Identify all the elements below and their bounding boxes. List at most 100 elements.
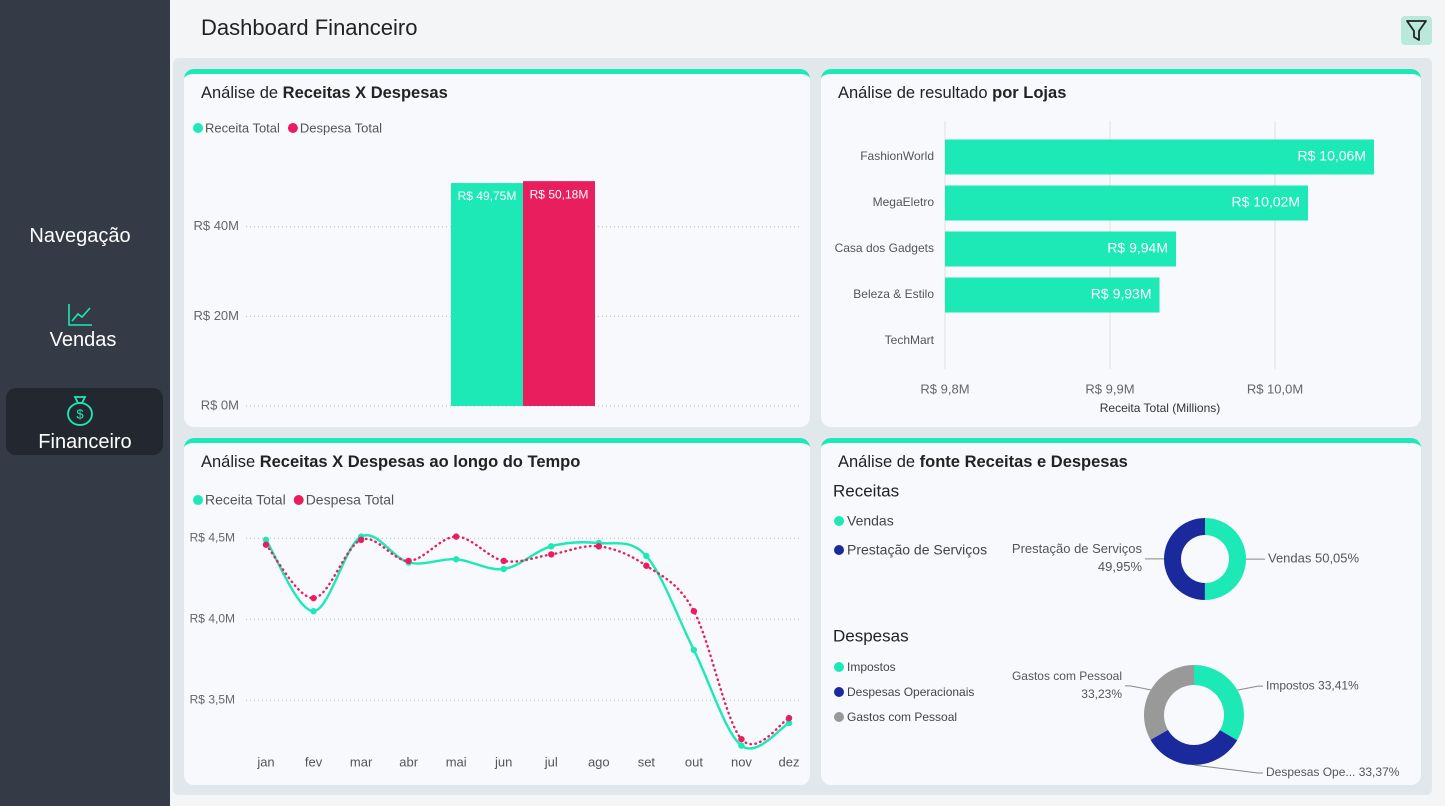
- point: [643, 552, 650, 560]
- point: [738, 742, 745, 749]
- chart: Receitas Vendas Prestação de Serviços Venda…: [833, 481, 1400, 779]
- y-tick-label: R$ 40M: [193, 218, 239, 233]
- legend-marker: [834, 687, 844, 697]
- legend-label: Vendas: [847, 513, 894, 529]
- title-emphasis: Receitas X Despesas: [282, 84, 448, 102]
- filter-icon: [1406, 20, 1427, 41]
- panel: Análise de resultado por Lojas R$ 9,8M R$…: [821, 69, 1421, 427]
- y-tick-label: R$ 4,0M: [190, 611, 235, 625]
- bar: [523, 181, 595, 406]
- title-emphasis: Receitas X Despesas ao longo do Tempo: [259, 453, 581, 471]
- title-emphasis: por Lojas: [992, 84, 1067, 102]
- legend-label: Receita Total: [205, 492, 286, 508]
- nav-item[interactable]: Financeiro: [38, 431, 132, 453]
- donut-slice: [1164, 518, 1205, 600]
- title: Análise: [201, 453, 256, 471]
- x-tick-label: dez: [779, 754, 800, 769]
- point: [262, 541, 270, 548]
- y-tick-label: R$ 3,5M: [190, 692, 235, 706]
- legend-label: Prestação de Serviços: [847, 542, 987, 558]
- point: [690, 607, 698, 615]
- legend-label: Impostos: [847, 660, 896, 674]
- legend-marker: [287, 123, 298, 133]
- subtitle: Receitas: [833, 481, 899, 500]
- x-tick-label: jun: [494, 754, 512, 769]
- title: Análise de resultado: [838, 84, 988, 102]
- panel-title: Análise de resultado por Lojas: [838, 84, 1066, 103]
- x-tick-label: R$ 9,8M: [920, 381, 969, 396]
- x-tick-label: out: [685, 754, 703, 769]
- donut-slice: [1144, 665, 1194, 740]
- x-tick-label: ago: [588, 754, 610, 769]
- x-tick-label: abr: [399, 754, 418, 769]
- nav-title: Navegação: [29, 225, 131, 247]
- leader-line: [1237, 685, 1263, 691]
- finance-icon: $: [67, 396, 93, 426]
- point: [738, 735, 745, 743]
- panel-title: Análise de fonte Receitas e Despesas: [838, 453, 1128, 472]
- y-tick-label: R$ 0M: [201, 397, 239, 412]
- bar: [451, 183, 523, 406]
- y-tick-label: Casa dos Gadgets: [835, 241, 934, 255]
- chart: R$ 3,5M R$ 4,0M R$ 4,5M jan fev mar abr mai jun j…: [190, 492, 800, 769]
- point: [405, 557, 412, 565]
- legend-marker: [193, 123, 203, 133]
- y-tick-label: Beleza & Estilo: [853, 287, 934, 301]
- point: [310, 594, 317, 602]
- filter-button[interactable]: [1401, 16, 1432, 45]
- x-tick-label: nov: [731, 754, 752, 769]
- line: [264, 534, 791, 750]
- point: [595, 543, 603, 550]
- data-label: Prestação de Serviços 49,95%: [1012, 541, 1143, 574]
- value-label: R$ 9,94M: [1107, 240, 1168, 256]
- legend-marker: [834, 712, 844, 722]
- data-label: Gastos com Pessoal 33,23%: [1012, 669, 1122, 701]
- value-label: R$ 10,06M: [1298, 148, 1366, 164]
- value-label: R$ 49,75M: [458, 189, 517, 203]
- x-tick-label: mar: [350, 754, 373, 769]
- point: [690, 646, 698, 654]
- legend-marker: [834, 545, 844, 555]
- title: Análise de: [201, 84, 279, 102]
- nav-item[interactable]: Vendas: [49, 329, 117, 351]
- legend-marker: [834, 662, 844, 672]
- value-label: R$ 50,18M: [530, 187, 589, 201]
- point: [262, 536, 270, 544]
- y-tick-label: FashionWorld: [860, 149, 934, 163]
- legend-marker: [834, 516, 844, 526]
- point: [310, 607, 317, 615]
- point: [643, 562, 650, 569]
- bar: [945, 277, 1160, 313]
- chart: R$ 9,8M R$ 9,9M R$ 10,0M Receita Total (Mil…: [835, 121, 1374, 415]
- legend-marker: [293, 495, 304, 505]
- page-title: Dashboard Financeiro: [201, 15, 418, 40]
- panel-title: Análise de Receitas X Despesas: [201, 84, 448, 103]
- point: [357, 536, 365, 544]
- sales-icon: [68, 304, 92, 326]
- svg-text:$: $: [76, 406, 84, 421]
- x-tick-label: fev: [305, 754, 323, 769]
- value-label: R$ 10,02M: [1232, 194, 1300, 210]
- point: [548, 551, 555, 558]
- bar: [945, 231, 1176, 267]
- line: [264, 535, 791, 746]
- leader-line: [1125, 685, 1151, 691]
- x-tick-label: mai: [446, 754, 467, 769]
- point: [548, 543, 555, 550]
- value-label: R$ 9,93M: [1091, 286, 1152, 302]
- legend-label: Despesa Total: [306, 492, 394, 508]
- data-label: Despesas Ope... 33,37%: [1266, 765, 1400, 779]
- bar: [945, 139, 1374, 175]
- y-tick-label: MegaEletro: [873, 195, 935, 209]
- title: Análise de: [838, 453, 916, 471]
- subtitle: Despesas: [833, 626, 909, 645]
- point: [500, 565, 507, 573]
- data-label: Vendas 50,05%: [1268, 551, 1360, 566]
- x-tick-label: R$ 10,0M: [1247, 381, 1303, 396]
- sidebar: Navegação Vendas $ Financeiro: [0, 0, 170, 806]
- title-emphasis: fonte Receitas e Despesas: [919, 453, 1128, 471]
- legend-label: Despesa Total: [300, 120, 382, 135]
- y-tick-label: R$ 4,5M: [190, 530, 235, 544]
- point: [785, 719, 793, 727]
